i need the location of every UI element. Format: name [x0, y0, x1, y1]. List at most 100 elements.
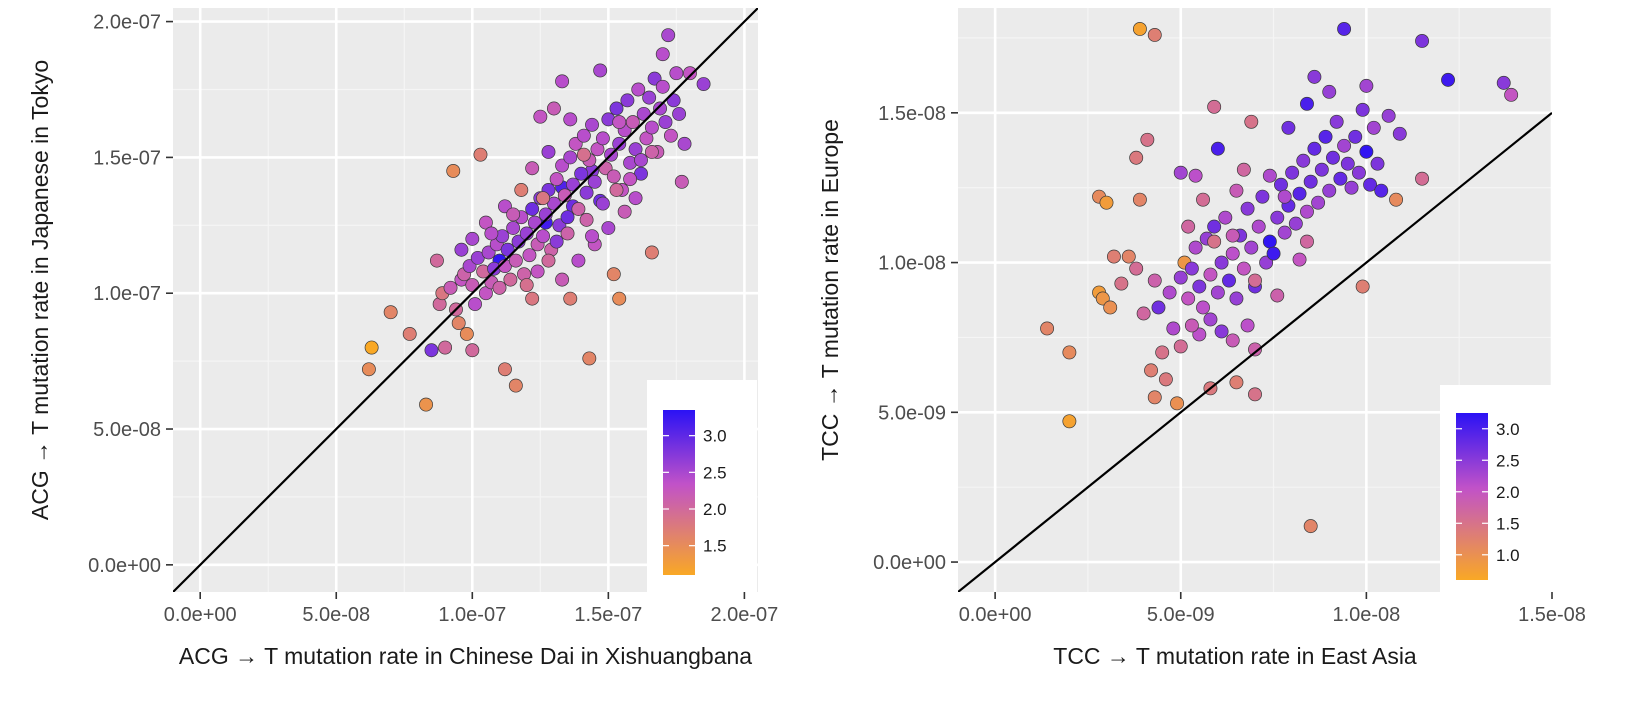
data-point [1106, 249, 1121, 264]
data-point [1259, 255, 1274, 270]
data-point [1170, 396, 1184, 411]
data-point [1337, 138, 1352, 153]
data-point [1040, 321, 1055, 336]
data-point [1266, 246, 1281, 261]
colorbar-legend: 1.5 2.0 2.5 3.0 [647, 380, 757, 592]
data-point [1184, 261, 1199, 276]
data-point [1355, 102, 1370, 117]
data-point [1103, 300, 1118, 315]
data-point [677, 136, 692, 151]
data-point [1262, 168, 1277, 183]
data-point [672, 106, 687, 121]
data-point [674, 174, 689, 189]
data-point [1210, 141, 1225, 156]
x-tick-label: 1.0e-07 [438, 604, 506, 626]
data-point [459, 327, 474, 341]
data-point [1095, 291, 1110, 306]
data-point [1147, 28, 1162, 42]
data-point [1155, 345, 1170, 360]
colorbar-tick-label: 2.0 [703, 500, 727, 519]
x-tick-label: 1.0e-08 [1332, 604, 1400, 626]
data-point [1281, 120, 1296, 135]
data-point [525, 161, 540, 176]
data-point [468, 297, 482, 312]
data-point [1255, 189, 1270, 204]
data-point [1307, 69, 1322, 84]
colorbar-tick-label: 2.5 [1496, 451, 1520, 470]
data-point [1248, 342, 1262, 357]
data-point [506, 207, 521, 222]
data-point [1248, 387, 1262, 402]
colorbar-tick-label: 2.5 [703, 463, 727, 482]
data-point [560, 226, 575, 241]
data-point [1359, 78, 1374, 93]
y-axis-title: TCC → T mutation rate in Europe [817, 119, 843, 461]
colorbar-tick-label: 1.5 [703, 537, 727, 556]
data-point [419, 397, 433, 412]
data-point [1344, 180, 1359, 195]
data-point [549, 234, 564, 249]
data-point [1129, 150, 1144, 165]
data-point [1218, 210, 1233, 225]
data-point [1207, 219, 1222, 234]
data-point [606, 267, 621, 282]
data-point [663, 128, 678, 143]
left-scatter-panel: 0.0e+00 5.0e-08 1.0e-07 1.5e-07 2.0e-07 0.0e+… [27, 8, 778, 669]
data-point [484, 226, 499, 241]
y-tick-label: 1.0e-07 [93, 283, 161, 305]
data-point [620, 93, 635, 108]
data-point [595, 131, 610, 146]
data-point [1225, 246, 1240, 261]
y-axis-title: ACG → T mutation rate in Japanese in Tok… [27, 60, 53, 520]
data-point [585, 117, 599, 132]
data-point [655, 79, 670, 94]
data-point [530, 264, 545, 279]
data-point [1389, 192, 1404, 207]
data-point [383, 305, 398, 320]
data-point [1270, 288, 1285, 303]
data-point [1140, 132, 1155, 147]
data-point [1192, 327, 1207, 342]
y-tick-label: 1.5e-08 [878, 103, 946, 125]
data-point [606, 169, 621, 184]
data-point [525, 202, 540, 216]
data-point [563, 150, 578, 165]
data-point [533, 109, 548, 124]
data-point [1062, 414, 1077, 429]
data-point [1240, 318, 1255, 333]
colorbar-tick-label: 1.0 [1496, 546, 1520, 565]
data-point [514, 183, 529, 197]
data-point [498, 362, 512, 377]
data-point [1351, 165, 1366, 180]
data-point [1504, 87, 1519, 102]
data-point [536, 191, 550, 206]
data-point [519, 278, 534, 293]
data-point [1248, 273, 1262, 288]
data-point [1300, 96, 1314, 111]
data-point [541, 253, 556, 268]
data-point [508, 253, 523, 268]
data-point [579, 212, 594, 227]
data-point [1207, 234, 1222, 249]
data-point [508, 378, 523, 393]
data-point [1129, 261, 1144, 276]
data-point [560, 210, 575, 225]
data-point [642, 90, 657, 105]
data-point [525, 291, 540, 306]
data-point [1173, 270, 1188, 285]
data-point [1236, 162, 1251, 177]
data-point [1262, 234, 1277, 249]
data-point [1184, 318, 1199, 333]
data-point [1496, 75, 1511, 90]
data-point [585, 229, 599, 244]
data-point [1144, 363, 1159, 378]
data-point [1214, 255, 1229, 270]
data-point [1300, 204, 1314, 219]
data-point [595, 196, 610, 211]
data-point [1307, 141, 1322, 156]
data-point [522, 248, 537, 263]
data-point [1225, 333, 1240, 348]
data-point [563, 112, 578, 127]
data-point [361, 362, 376, 377]
